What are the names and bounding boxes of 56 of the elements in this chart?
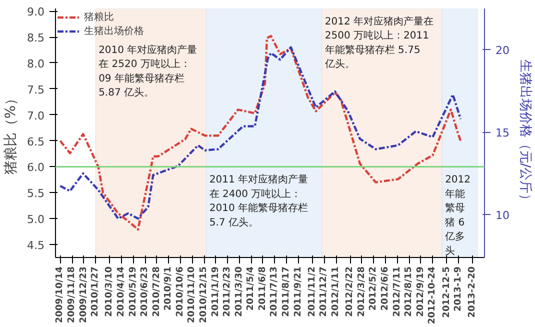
x-tick-label: 2012/5/2 xyxy=(368,266,379,311)
y-axis-title: 猪粮比（%） xyxy=(3,91,20,175)
x-tick-label: 2012/7/11 xyxy=(392,266,402,317)
y-tick-label: 7.5 xyxy=(27,83,45,96)
y-tick-label: 8.5 xyxy=(27,32,45,45)
band-label: 2012 年对应猪肉产量在 2500 万吨以上：2011 年能繁母猪存栏 5.75 亿头。 xyxy=(324,15,434,70)
y2-tick-label: 20 xyxy=(496,44,510,58)
band-label: 2011 年对应猪肉产量在 2400 万吨以上：2010 年能繁母猪存栏 5.7 亿头。 xyxy=(209,174,308,228)
x-tick-label: 2012/1/11 xyxy=(331,266,341,317)
x-tick-label: 2010/12/15 xyxy=(199,266,209,324)
x-tick-label: 2011/8/17 xyxy=(282,266,292,317)
y-tick-label: 5.5 xyxy=(27,187,45,200)
x-tick-label: 2010/1/27 xyxy=(90,266,101,317)
x-tick-label: 2010/11/10 xyxy=(187,266,198,324)
y2-axis-title: 生猪出场价格（元/公斤） xyxy=(517,59,532,207)
x-tick-label: 2010/9/1 xyxy=(164,266,174,311)
x-tick-label: 2010/3/10 xyxy=(104,266,115,317)
x-tick-label: 2011/5/4 xyxy=(246,266,256,311)
y-tick-label: 5.0 xyxy=(27,213,45,226)
x-tick-label: 2009/11/18 xyxy=(67,266,77,324)
x-tick-label: 2012-12-5 xyxy=(442,266,452,318)
x-tick-label: 2010/6/23 xyxy=(140,266,150,317)
x-tick-label: 2011/7/13 xyxy=(270,266,280,317)
y-tick-label: 7.0 xyxy=(27,109,45,122)
x-tick-label: 2012/9/19 xyxy=(416,266,426,317)
band-label: 2012 年能繁母猪 6 亿多头 xyxy=(444,174,471,257)
x-tick-label: 2011/12/7 xyxy=(319,266,330,317)
x-tick-label: 2011/9/21 xyxy=(293,266,304,317)
y2-tick-label: 10 xyxy=(496,209,510,222)
x-tick-label: 2011/11/2 xyxy=(307,266,318,317)
x-tick-label: 2009/12/23 xyxy=(78,266,89,324)
x-tick-label: 2011/6/8 xyxy=(258,266,268,311)
y2-tick-label: 15 xyxy=(496,126,510,140)
y-tick-label: 4.5 xyxy=(27,239,45,252)
x-tick-label: 2012-10-24 xyxy=(428,266,438,324)
x-tick-label: 2012/3/28 xyxy=(356,266,367,317)
legend-label: 猪粮比 xyxy=(84,10,114,24)
y-tick-label: 9.0 xyxy=(27,6,45,19)
y-tick-label: 6.0 xyxy=(27,161,45,174)
y-tick-label: 6.5 xyxy=(27,135,45,148)
x-tick-label: 2012/6/6 xyxy=(380,266,390,311)
x-tick-label: 2013-2-20 xyxy=(468,266,478,318)
x-tick-label: 2010/10/6 xyxy=(175,266,186,317)
x-tick-label: 2013-1-9 xyxy=(454,266,464,312)
x-tick-label: 2011/1/19 xyxy=(210,266,221,317)
x-tick-label: 2010/5/19 xyxy=(128,266,138,317)
band-label: 2010 年对应猪肉产量在 2520 万吨以上：09 年能繁母猪存栏 5.87 亿头。 xyxy=(98,44,198,99)
legend-label: 生猪出场价格 xyxy=(84,24,144,38)
x-tick-label: 2010/4/14 xyxy=(116,266,126,317)
x-tick-label: 2011/2/23 xyxy=(222,266,233,317)
y-tick-label: 8.0 xyxy=(27,57,45,70)
x-tick-label: 2010/7/28 xyxy=(152,266,162,317)
x-tick-label: 2012/2/22 xyxy=(345,266,356,317)
x-tick-label: 2012/8/15 xyxy=(404,266,414,317)
x-tick-label: 2011/3/30 xyxy=(234,266,244,317)
x-tick-label: 2009/10/14 xyxy=(55,266,66,324)
